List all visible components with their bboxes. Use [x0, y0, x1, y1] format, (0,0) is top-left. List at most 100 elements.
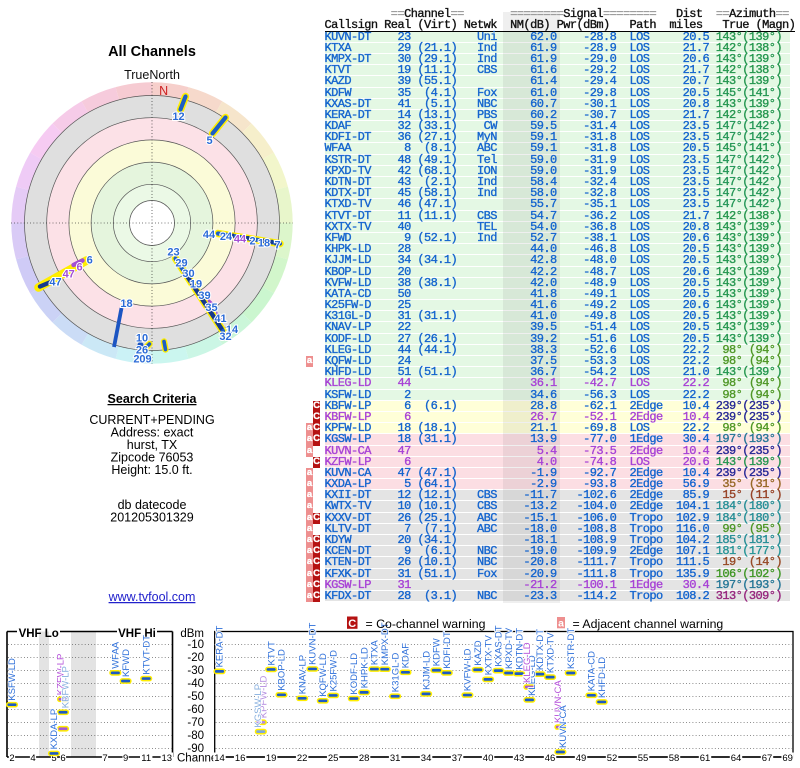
- svg-text:18: 18: [120, 298, 132, 310]
- svg-text:58: 58: [669, 753, 680, 764]
- svg-text:23: 23: [167, 247, 179, 259]
- svg-text:28: 28: [359, 753, 370, 764]
- svg-text:35: 35: [205, 302, 217, 314]
- svg-text:2: 2: [249, 236, 255, 248]
- svg-text:KZFW-LP: KZFW-LP: [56, 654, 67, 696]
- svg-text:10: 10: [136, 332, 148, 344]
- svg-text:6: 6: [60, 753, 65, 764]
- svg-text:43: 43: [514, 753, 525, 764]
- svg-text:KTVT: KTVT: [266, 641, 277, 665]
- svg-text:KUVN-CA: KUVN-CA: [553, 680, 564, 723]
- svg-text:KUVN-DT: KUVN-DT: [308, 622, 319, 664]
- svg-text:KBFW-LP: KBFW-LP: [61, 666, 72, 708]
- svg-text:hurst, TX: hurst, TX: [127, 438, 178, 452]
- svg-text:VHF Hi: VHF Hi: [118, 628, 156, 640]
- svg-text:KDFI-DT: KDFI-DT: [442, 631, 453, 669]
- svg-text:2: 2: [9, 753, 14, 764]
- svg-text:TrueNorth: TrueNorth: [124, 68, 180, 82]
- svg-text:-60: -60: [187, 704, 204, 716]
- svg-text:KSFW-LD: KSFW-LD: [7, 658, 18, 701]
- svg-text:-20: -20: [187, 652, 204, 664]
- svg-text:34: 34: [421, 753, 432, 764]
- svg-text:12: 12: [172, 111, 184, 123]
- svg-text:31: 31: [390, 753, 401, 764]
- svg-text:-80: -80: [187, 730, 204, 742]
- svg-text:K31GL-D: K31GL-D: [390, 652, 401, 692]
- svg-text:19: 19: [190, 279, 202, 291]
- svg-text:7: 7: [275, 240, 281, 252]
- svg-text:KXAS-DT: KXAS-DT: [494, 625, 505, 666]
- svg-text:KLEG-LD: KLEG-LD: [522, 642, 533, 683]
- svg-text:14: 14: [226, 324, 239, 336]
- svg-text:KTXD-TV: KTXD-TV: [545, 632, 556, 673]
- svg-text:KNAV-LP: KNAV-LP: [297, 655, 308, 694]
- svg-text:KGSW-LP: KGSW-LP: [253, 684, 264, 728]
- svg-text:46: 46: [545, 753, 556, 764]
- svg-text:KERA-DT: KERA-DT: [215, 626, 226, 668]
- svg-text:KDFW: KDFW: [432, 638, 443, 666]
- svg-text:32: 32: [219, 331, 231, 343]
- svg-text:-50: -50: [187, 691, 204, 703]
- svg-text:29: 29: [175, 258, 187, 270]
- svg-text:KMPX-DT: KMPX-DT: [380, 622, 391, 665]
- svg-text:a: a: [558, 618, 564, 630]
- svg-text:201205301329: 201205301329: [110, 511, 193, 525]
- svg-text:CURRENT+PENDING: CURRENT+PENDING: [89, 413, 214, 427]
- svg-text:KFWD: KFWD: [121, 649, 132, 677]
- svg-text:44: 44: [234, 234, 247, 246]
- svg-text:K25FW-D: K25FW-D: [328, 650, 339, 692]
- svg-text:24: 24: [220, 231, 233, 243]
- svg-text:KPXD-TV: KPXD-TV: [504, 627, 515, 669]
- svg-text:-90: -90: [187, 743, 204, 755]
- svg-text:KTVT-DT: KTVT-DT: [141, 635, 152, 675]
- svg-text:Channel: Channel: [177, 753, 220, 765]
- svg-text:dBm: dBm: [180, 628, 204, 640]
- svg-text:KJJM-LD: KJJM-LD: [421, 651, 432, 690]
- svg-text:KLEG-LD: KLEG-LD: [527, 655, 538, 696]
- svg-text:KODF-LD: KODF-LD: [349, 653, 360, 695]
- svg-text:KVFW-LD: KVFW-LD: [463, 648, 474, 691]
- svg-text:KDAF: KDAF: [401, 643, 412, 669]
- svg-text:Search Criteria: Search Criteria: [108, 392, 198, 406]
- svg-text:14: 14: [214, 753, 225, 764]
- svg-text:52: 52: [607, 753, 618, 764]
- svg-text:KHPK-LD: KHPK-LD: [359, 647, 370, 688]
- svg-text:30: 30: [182, 268, 194, 280]
- svg-text:-10: -10: [187, 639, 204, 651]
- svg-text:All Channels: All Channels: [108, 44, 196, 60]
- svg-text:44: 44: [203, 229, 216, 241]
- svg-text:KDTN-DT: KDTN-DT: [514, 628, 525, 670]
- svg-text:KSTR-DT: KSTR-DT: [566, 628, 577, 669]
- svg-text:22: 22: [297, 753, 308, 764]
- svg-text:55: 55: [638, 753, 649, 764]
- svg-text:KXTX-TV: KXTX-TV: [483, 635, 494, 676]
- svg-text:N: N: [159, 84, 168, 98]
- svg-text:69: 69: [782, 753, 793, 764]
- svg-text:KAZD: KAZD: [473, 640, 484, 665]
- svg-text:db datecode: db datecode: [118, 498, 187, 512]
- svg-text:VHF Lo: VHF Lo: [19, 628, 59, 640]
- svg-text:KQFW-LD: KQFW-LD: [318, 653, 329, 697]
- svg-text:KHFD-LD: KHFD-LD: [597, 657, 608, 698]
- svg-text:-40: -40: [187, 678, 204, 690]
- svg-text:11: 11: [141, 753, 151, 764]
- svg-text:KBOP-LD: KBOP-LD: [277, 649, 288, 691]
- svg-text:49: 49: [576, 753, 587, 764]
- svg-text:-70: -70: [187, 717, 204, 729]
- svg-text:Address: exact: Address: exact: [111, 426, 194, 440]
- svg-text:19: 19: [266, 753, 277, 764]
- svg-text:9: 9: [123, 753, 128, 764]
- svg-text:= Co-channel warning: = Co-channel warning: [366, 617, 486, 631]
- svg-text:18: 18: [258, 238, 270, 250]
- svg-text:40: 40: [483, 753, 494, 764]
- svg-text:KATA-CD: KATA-CD: [587, 651, 598, 691]
- svg-text:KDTX-DT: KDTX-DT: [535, 629, 546, 670]
- svg-text:KUVN-CA: KUVN-CA: [558, 705, 569, 748]
- svg-text:C: C: [348, 618, 356, 630]
- svg-text:KPFW-LD: KPFW-LD: [259, 675, 270, 718]
- svg-text:5: 5: [51, 753, 56, 764]
- svg-text:4: 4: [30, 753, 35, 764]
- svg-text:47: 47: [49, 277, 61, 289]
- svg-text:26: 26: [136, 344, 148, 356]
- svg-text:Height: 15.0 ft.: Height: 15.0 ft.: [111, 463, 192, 477]
